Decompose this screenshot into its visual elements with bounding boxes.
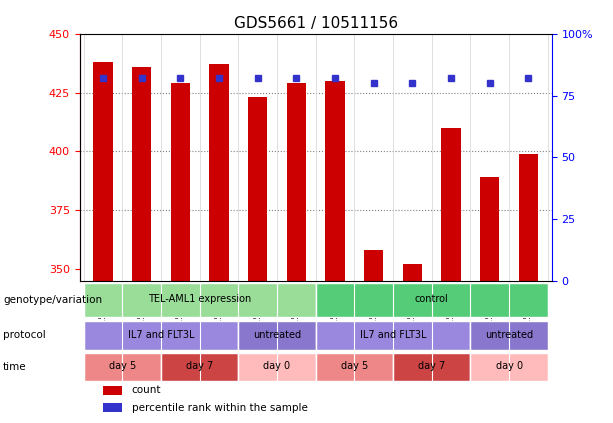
Text: TEL-AML1 expression: TEL-AML1 expression bbox=[148, 294, 251, 304]
Bar bbox=[326, 81, 345, 280]
Text: day 0: day 0 bbox=[495, 361, 523, 371]
Bar bbox=[93, 62, 113, 280]
Bar bbox=[248, 97, 267, 280]
Bar bbox=[209, 64, 229, 280]
Bar bbox=[132, 67, 151, 280]
Text: day 7: day 7 bbox=[418, 361, 446, 371]
Text: day 7: day 7 bbox=[186, 361, 213, 371]
FancyBboxPatch shape bbox=[316, 353, 393, 381]
Text: untreated: untreated bbox=[485, 330, 533, 340]
Text: day 5: day 5 bbox=[341, 361, 368, 371]
Text: day 0: day 0 bbox=[264, 361, 291, 371]
Text: time: time bbox=[3, 362, 27, 372]
Text: IL7 and FLT3L: IL7 and FLT3L bbox=[128, 330, 194, 340]
FancyBboxPatch shape bbox=[238, 321, 316, 349]
Bar bbox=[441, 128, 461, 280]
FancyBboxPatch shape bbox=[470, 321, 548, 349]
FancyBboxPatch shape bbox=[316, 283, 548, 317]
Text: count: count bbox=[132, 385, 161, 395]
Bar bbox=[403, 264, 422, 280]
FancyBboxPatch shape bbox=[83, 321, 238, 349]
Bar bbox=[170, 83, 190, 280]
FancyBboxPatch shape bbox=[83, 353, 161, 381]
Bar bbox=[103, 386, 122, 395]
Title: GDS5661 / 10511156: GDS5661 / 10511156 bbox=[234, 16, 398, 31]
Text: untreated: untreated bbox=[253, 330, 301, 340]
Text: percentile rank within the sample: percentile rank within the sample bbox=[132, 403, 308, 412]
Bar bbox=[287, 83, 306, 280]
Text: IL7 and FLT3L: IL7 and FLT3L bbox=[360, 330, 426, 340]
FancyBboxPatch shape bbox=[316, 321, 470, 349]
Text: control: control bbox=[415, 294, 449, 304]
FancyBboxPatch shape bbox=[238, 353, 316, 381]
FancyBboxPatch shape bbox=[83, 283, 316, 317]
FancyBboxPatch shape bbox=[393, 353, 470, 381]
Bar bbox=[364, 250, 383, 280]
Text: protocol: protocol bbox=[3, 330, 46, 340]
Text: genotype/variation: genotype/variation bbox=[3, 295, 102, 305]
Text: day 5: day 5 bbox=[109, 361, 136, 371]
FancyBboxPatch shape bbox=[161, 353, 238, 381]
Bar bbox=[103, 403, 122, 412]
Bar bbox=[480, 177, 500, 280]
FancyBboxPatch shape bbox=[470, 353, 548, 381]
Bar bbox=[519, 154, 538, 280]
